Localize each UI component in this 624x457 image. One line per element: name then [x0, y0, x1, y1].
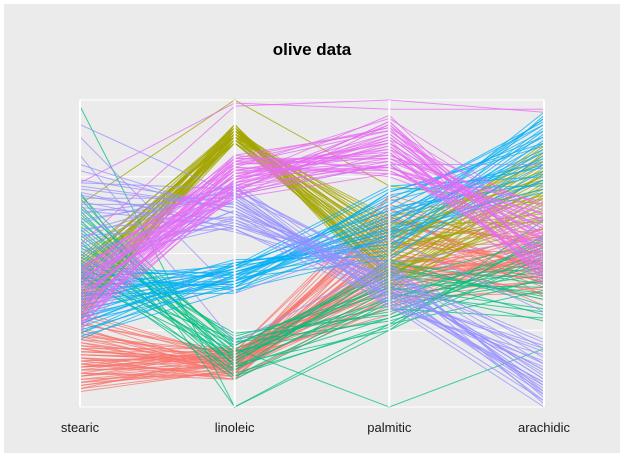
series-6-line [79, 102, 544, 184]
series-1-line [79, 259, 545, 374]
series-6-line [79, 123, 545, 322]
series-6-line [79, 157, 545, 270]
series-3-line [79, 262, 545, 356]
series-6-line [79, 151, 545, 325]
parallel-coordinates-plot: stearic linoleic palmitic arachidic [61, 99, 571, 435]
series-6-line [79, 163, 545, 331]
series-3-line [79, 216, 545, 344]
axis-lines-layer [79, 100, 545, 407]
series-6-line [79, 133, 545, 285]
series-6-line [79, 157, 545, 291]
axis-label-palmitic: palmitic [367, 420, 412, 435]
series-2-line [79, 136, 545, 264]
series-6-line [79, 154, 545, 328]
series-5-line [79, 179, 545, 347]
series-lines-layer [79, 99, 545, 408]
chart-title: olive data [272, 40, 352, 59]
series-1-line [79, 253, 545, 368]
series-6-line [79, 130, 545, 288]
series-6-line [79, 99, 545, 245]
chart-figure: olive data stearic linoleic palmitic arachi… [4, 4, 620, 453]
series-6-line [79, 114, 545, 316]
axis-labels-layer: stearic linoleic palmitic arachidic [61, 420, 571, 435]
axis-label-arachidic: arachidic [518, 420, 571, 435]
series-6-line [79, 160, 545, 294]
series-5-line [80, 197, 545, 365]
series-5-line [79, 163, 545, 362]
series-5-line [79, 185, 545, 350]
axis-label-linoleic: linoleic [215, 420, 255, 435]
series-4-line [79, 130, 545, 279]
axis-label-stearic: stearic [61, 420, 100, 435]
series-6-line [79, 142, 545, 310]
series-1-line [79, 252, 545, 362]
series-3-line [79, 256, 545, 365]
series-1-line [79, 228, 545, 387]
